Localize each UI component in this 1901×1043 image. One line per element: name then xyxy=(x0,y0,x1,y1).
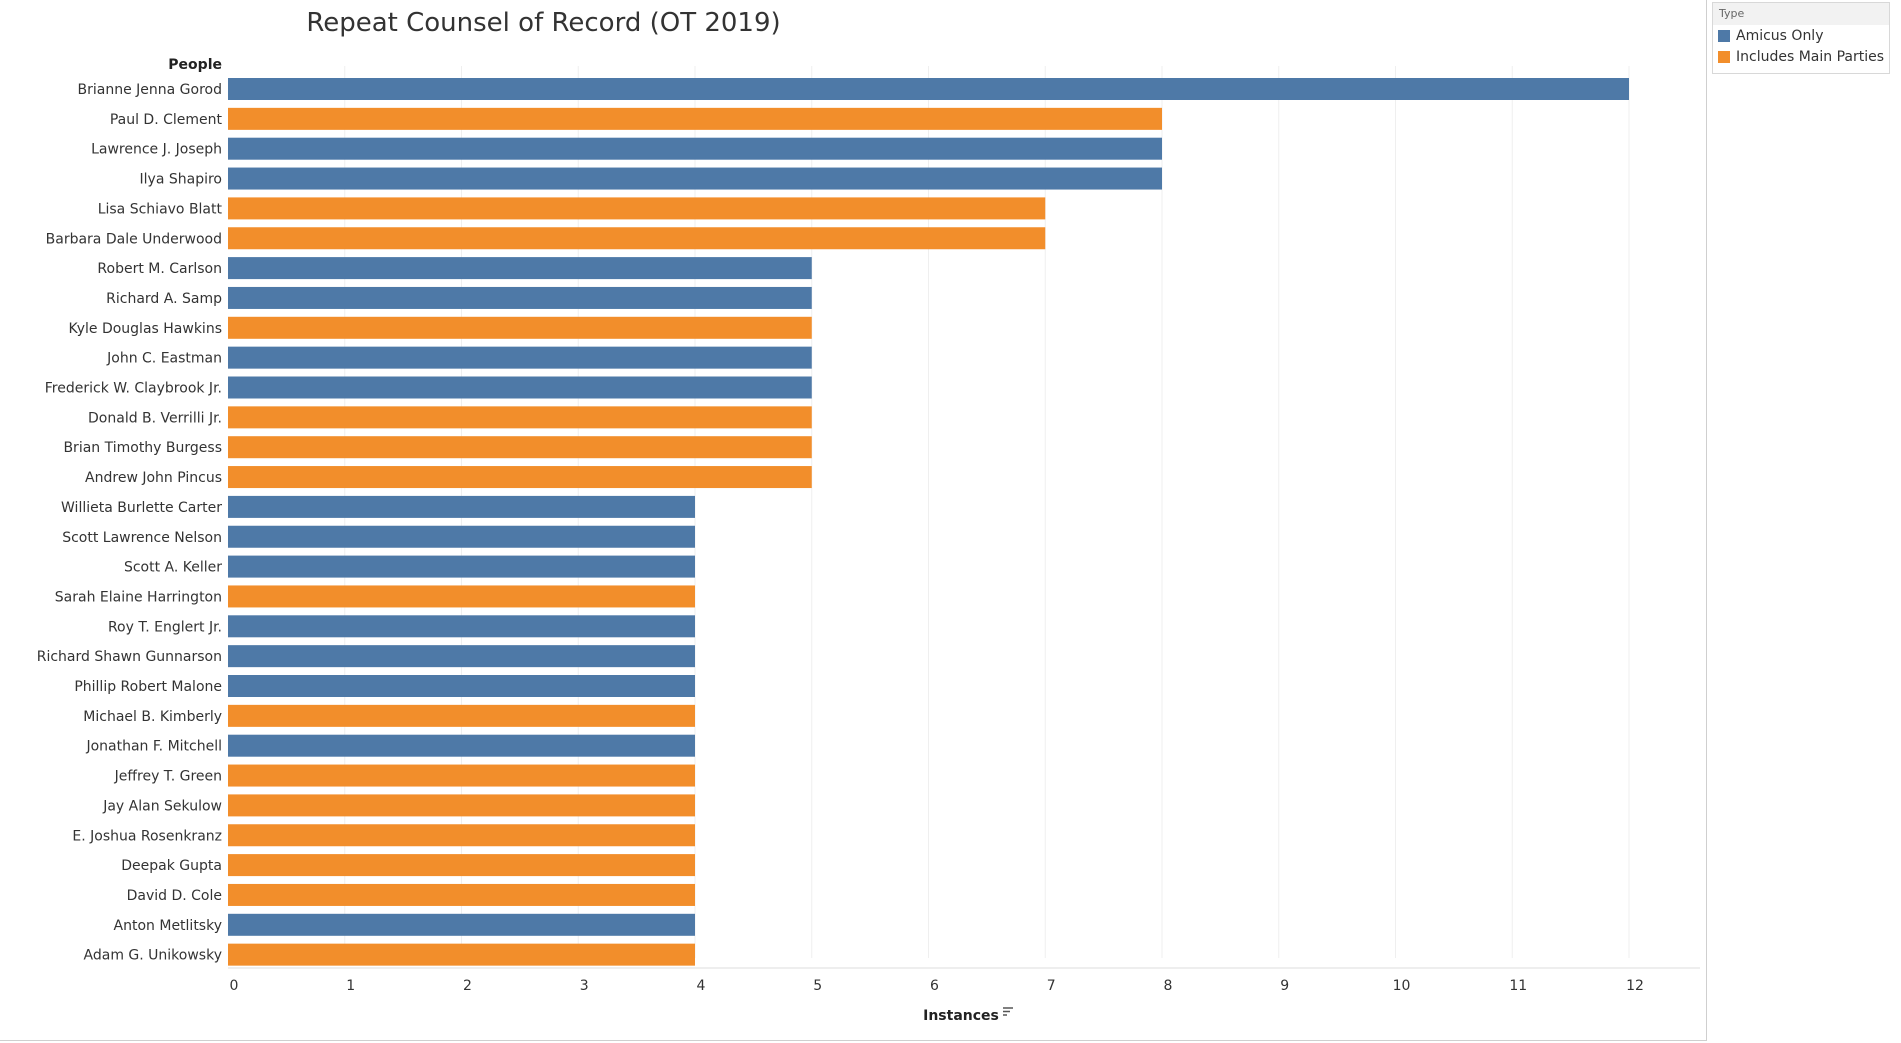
bar-label-john-c-eastman: John C. Eastman xyxy=(106,351,222,367)
bar-label-anton-metlitsky: Anton Metlitsky xyxy=(114,918,222,934)
bar-label-david-d-cole: David D. Cole xyxy=(127,888,222,904)
x-tick-label-0: 0 xyxy=(230,978,239,994)
chart-bottom-border xyxy=(0,1040,1707,1041)
bar-ilya-shapiro[interactable] xyxy=(228,167,1162,190)
bar-label-kyle-douglas-hawkins: Kyle Douglas Hawkins xyxy=(69,321,222,337)
bar-richard-a-samp[interactable] xyxy=(228,286,812,309)
bar-barbara-dale-underwood[interactable] xyxy=(228,227,1046,250)
bar-brian-timothy-burgess[interactable] xyxy=(228,436,812,459)
legend-item-includes-main-parties[interactable]: Includes Main Parties xyxy=(1713,46,1889,67)
bar-phillip-robert-malone[interactable] xyxy=(228,675,695,697)
x-tick-label-12: 12 xyxy=(1626,978,1644,994)
bar-donald-b-verrilli-jr[interactable] xyxy=(228,406,812,429)
bar-label-phillip-robert-malone: Phillip Robert Malone xyxy=(74,679,222,695)
bar-deepak-gupta[interactable] xyxy=(228,854,695,877)
bar-brianne-jenna-gorod[interactable] xyxy=(228,78,1629,100)
bar-kyle-douglas-hawkins[interactable] xyxy=(228,316,812,339)
bar-anton-metlitsky[interactable] xyxy=(228,913,695,936)
bar-roy-t-englert-jr[interactable] xyxy=(228,615,695,638)
bar-frederick-w-claybrook-jr[interactable] xyxy=(228,376,812,399)
x-tick-label-11: 11 xyxy=(1509,978,1527,994)
bar-jay-alan-sekulow[interactable] xyxy=(228,794,695,817)
legend-title: Type xyxy=(1713,3,1889,25)
y-axis-title: People xyxy=(168,57,222,73)
bar-richard-shawn-gunnarson[interactable] xyxy=(228,645,695,668)
bar-jeffrey-t-green[interactable] xyxy=(228,764,695,787)
x-tick-label-3: 3 xyxy=(580,978,589,994)
x-tick-label-6: 6 xyxy=(930,978,939,994)
x-tick-label-5: 5 xyxy=(813,978,822,994)
bar-label-deepak-gupta: Deepak Gupta xyxy=(121,858,222,874)
bar-scott-a-keller[interactable] xyxy=(228,555,695,578)
bar-david-d-cole[interactable] xyxy=(228,883,695,906)
bar-label-michael-b-kimberly: Michael B. Kimberly xyxy=(83,709,222,725)
bar-label-jay-alan-sekulow: Jay Alan Sekulow xyxy=(102,798,222,814)
x-tick-label-8: 8 xyxy=(1164,978,1173,994)
bar-scott-lawrence-nelson[interactable] xyxy=(228,525,695,548)
chart-title: Repeat Counsel of Record (OT 2019) xyxy=(306,8,781,38)
bar-jonathan-f-mitchell[interactable] xyxy=(228,734,695,757)
bar-lisa-schiavo-blatt[interactable] xyxy=(228,197,1046,220)
bar-label-andrew-john-pincus: Andrew John Pincus xyxy=(85,470,222,486)
legend-swatch-amicus-only xyxy=(1718,29,1730,42)
bar-e-joshua-rosenkranz[interactable] xyxy=(228,824,695,847)
legend-label-includes-main-parties: Includes Main Parties xyxy=(1736,48,1885,65)
x-tick-label-1: 1 xyxy=(346,978,355,994)
bar-label-scott-lawrence-nelson: Scott Lawrence Nelson xyxy=(62,530,222,546)
chart-pane-divider xyxy=(1706,0,1707,1040)
x-tick-label-9: 9 xyxy=(1280,978,1289,994)
bar-label-barbara-dale-underwood: Barbara Dale Underwood xyxy=(46,231,222,247)
bar-label-adam-g-unikowsky: Adam G. Unikowsky xyxy=(84,948,222,964)
bar-label-richard-a-samp: Richard A. Samp xyxy=(106,291,222,307)
bar-label-willieta-burlette-carter: Willieta Burlette Carter xyxy=(61,500,222,516)
bar-label-ilya-shapiro: Ilya Shapiro xyxy=(140,172,222,188)
legend-item-amicus-only[interactable]: Amicus Only xyxy=(1713,25,1889,46)
bar-label-lawrence-j-joseph: Lawrence J. Joseph xyxy=(91,142,222,158)
bar-label-richard-shawn-gunnarson: Richard Shawn Gunnarson xyxy=(37,649,222,665)
bar-michael-b-kimberly[interactable] xyxy=(228,704,695,727)
bar-lawrence-j-joseph[interactable] xyxy=(228,137,1162,160)
bar-label-jeffrey-t-green: Jeffrey T. Green xyxy=(114,769,222,785)
x-axis-title: Instances xyxy=(923,1008,999,1024)
bar-chart: People Brianne Jenna Gorod Paul D. Clement… xyxy=(37,57,1700,1024)
bar-label-sarah-elaine-harrington: Sarah Elaine Harrington xyxy=(55,589,222,605)
x-tick-label-4: 4 xyxy=(697,978,706,994)
bar-label-scott-a-keller: Scott A. Keller xyxy=(124,560,222,576)
bar-label-jonathan-f-mitchell: Jonathan F. Mitchell xyxy=(85,739,222,755)
bar-label-frederick-w-claybrook-jr: Frederick W. Claybrook Jr. xyxy=(45,381,222,397)
bar-robert-m-carlson[interactable] xyxy=(228,257,812,280)
bar-willieta-burlette-carter[interactable] xyxy=(228,495,695,518)
bar-sarah-elaine-harrington[interactable] xyxy=(228,585,695,608)
bar-andrew-john-pincus[interactable] xyxy=(228,466,812,489)
sort-icon[interactable] xyxy=(1003,1007,1013,1016)
bar-adam-g-unikowsky[interactable] xyxy=(228,943,695,966)
bar-john-c-eastman[interactable] xyxy=(228,346,812,369)
bar-label-brianne-jenna-gorod: Brianne Jenna Gorod xyxy=(78,82,222,98)
x-tick-label-7: 7 xyxy=(1047,978,1056,994)
legend-swatch-includes-main-parties xyxy=(1718,50,1730,63)
bar-paul-d-clement[interactable] xyxy=(228,107,1162,130)
bar-label-donald-b-verrilli-jr: Donald B. Verrilli Jr. xyxy=(88,410,222,426)
bar-label-lisa-schiavo-blatt: Lisa Schiavo Blatt xyxy=(98,201,223,217)
legend-label-amicus-only: Amicus Only xyxy=(1736,27,1824,44)
bar-label-e-joshua-rosenkranz: E. Joshua Rosenkranz xyxy=(72,828,222,844)
bar-label-robert-m-carlson: Robert M. Carlson xyxy=(97,261,222,277)
bar-label-paul-d-clement: Paul D. Clement xyxy=(110,112,223,128)
bar-label-roy-t-englert-jr: Roy T. Englert Jr. xyxy=(108,619,222,635)
legend: Type Amicus Only Includes Main Parties xyxy=(1712,2,1890,74)
x-tick-label-10: 10 xyxy=(1393,978,1411,994)
bar-label-brian-timothy-burgess: Brian Timothy Burgess xyxy=(63,440,222,456)
x-tick-label-2: 2 xyxy=(463,978,472,994)
